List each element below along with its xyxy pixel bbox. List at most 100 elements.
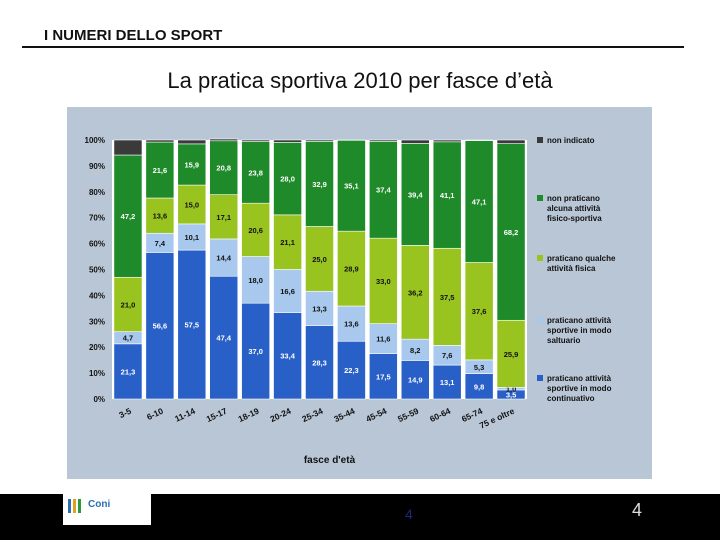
bar-segment	[368, 353, 398, 400]
bar-segment	[337, 305, 366, 342]
x-tick-label: 20-24	[268, 406, 292, 424]
chart-panel: 0% 10% 20% 30% 40% 50% 60% 70% 80% 90% 100% 21,3 4,7…	[67, 107, 652, 479]
bar-segment	[177, 143, 207, 186]
stacked-bar-chart: 0% 10% 20% 30% 40% 50% 60% 70% 80% 90% 100% 21,3 4,7…	[85, 136, 616, 466]
x-tick-label: 35-44	[332, 406, 356, 424]
bar-segment	[273, 312, 302, 400]
bar-segment	[368, 139, 398, 142]
data-label: 56,6	[153, 322, 168, 331]
data-label: 47,1	[472, 198, 487, 207]
bar-segment	[241, 141, 271, 204]
data-label: 7,6	[442, 351, 452, 360]
data-label: 7,4	[155, 239, 166, 248]
y-tick-label: 80%	[89, 188, 105, 197]
data-label: 28,0	[280, 175, 295, 184]
bar-segment	[464, 140, 494, 263]
bar-segment	[145, 141, 175, 199]
data-label: 57,5	[185, 321, 200, 330]
bar-segment	[273, 139, 302, 143]
legend-swatch	[537, 375, 543, 381]
data-label: 33,4	[280, 352, 295, 361]
data-label: 13,6	[153, 212, 168, 221]
bar-segment	[432, 364, 462, 400]
legend-swatch	[537, 137, 543, 143]
bar-segment	[305, 325, 334, 400]
bar-segment	[209, 238, 239, 277]
bar-segment	[241, 256, 271, 304]
y-tick-label: 30%	[89, 317, 105, 326]
data-label: 13,1	[440, 378, 455, 387]
page-number-center: 4	[405, 506, 413, 522]
bar-segment	[273, 142, 302, 216]
legend-label: non indicato	[547, 136, 595, 145]
logo-text: Coni	[88, 499, 111, 510]
bar-segment	[113, 154, 143, 278]
data-label: 39,4	[408, 190, 423, 199]
data-label: 47,4	[216, 334, 231, 343]
bar-segment	[496, 139, 526, 144]
x-tick-label: 25-34	[300, 406, 324, 424]
section-title: I NUMERI DELLO SPORT	[44, 27, 223, 44]
coni-logo	[63, 494, 151, 525]
data-label: 18,0	[248, 276, 263, 285]
y-tick-label: 100%	[85, 136, 105, 145]
legend-label: praticano attività sportive in modo saltua…	[547, 316, 612, 345]
y-tick-label: 50%	[89, 266, 105, 275]
data-label: 13,3	[312, 304, 327, 313]
y-tick-label: 60%	[89, 240, 105, 249]
bar-segment	[177, 184, 207, 225]
data-label: 8,2	[410, 346, 420, 355]
bar-segment	[368, 237, 398, 324]
x-axis-title: fasce d'età	[304, 455, 356, 466]
data-label: 9,8	[474, 382, 484, 391]
bar-segment	[305, 290, 334, 327]
page-number: 4	[632, 500, 643, 520]
data-label: 1,0	[506, 385, 516, 394]
bar-segment	[496, 143, 526, 321]
data-label: 15,0	[185, 200, 200, 209]
data-label: 28,9	[344, 265, 359, 274]
legend-swatch	[537, 255, 543, 261]
data-label: 20,6	[248, 226, 263, 235]
data-label: 4,7	[123, 334, 133, 343]
bar-segment	[113, 139, 143, 156]
legend-swatch	[537, 317, 543, 323]
data-label: 23,8	[248, 168, 263, 177]
bar-segment	[432, 139, 462, 143]
legend-label: praticano attività sportive in modo contin…	[547, 374, 612, 403]
data-label: 20,8	[216, 164, 231, 173]
legend-label: non praticano alcuna attività fisico-sport…	[547, 194, 602, 223]
x-tick-label: 11-14	[173, 406, 197, 424]
bar-segment	[209, 140, 239, 195]
data-label: 47,2	[121, 212, 136, 221]
bar-segment	[113, 276, 143, 332]
data-label: 13,6	[344, 320, 359, 329]
data-label: 32,9	[312, 180, 327, 189]
bar-segment	[145, 139, 175, 143]
data-label: 37,5	[440, 293, 455, 302]
data-label: 10,1	[185, 233, 200, 242]
bar-segment	[496, 319, 526, 388]
bar-segment	[241, 302, 271, 400]
data-label: 28,3	[312, 358, 327, 367]
bar-segment	[241, 139, 271, 142]
data-label: 5,3	[474, 363, 484, 372]
bar-segment	[209, 138, 239, 142]
bar-segment	[177, 223, 207, 251]
data-label: 17,5	[376, 372, 391, 381]
header-divider	[22, 46, 684, 48]
olympic-rings-icon	[68, 499, 81, 513]
data-label: 22,3	[344, 366, 359, 375]
data-label: 17,1	[216, 213, 231, 222]
data-label: 3,5	[506, 390, 516, 399]
y-tick-label: 0%	[93, 395, 105, 404]
y-tick-label: 20%	[89, 343, 105, 352]
data-label: 37,4	[376, 186, 391, 195]
data-label: 37,6	[472, 307, 487, 316]
bar-segment	[337, 340, 366, 400]
bar-segment	[305, 140, 334, 227]
bar-segment	[464, 139, 494, 141]
x-tick-label: 6-10	[145, 406, 165, 422]
x-tick-label: 15-17	[205, 406, 229, 424]
bar-segment	[113, 343, 143, 400]
